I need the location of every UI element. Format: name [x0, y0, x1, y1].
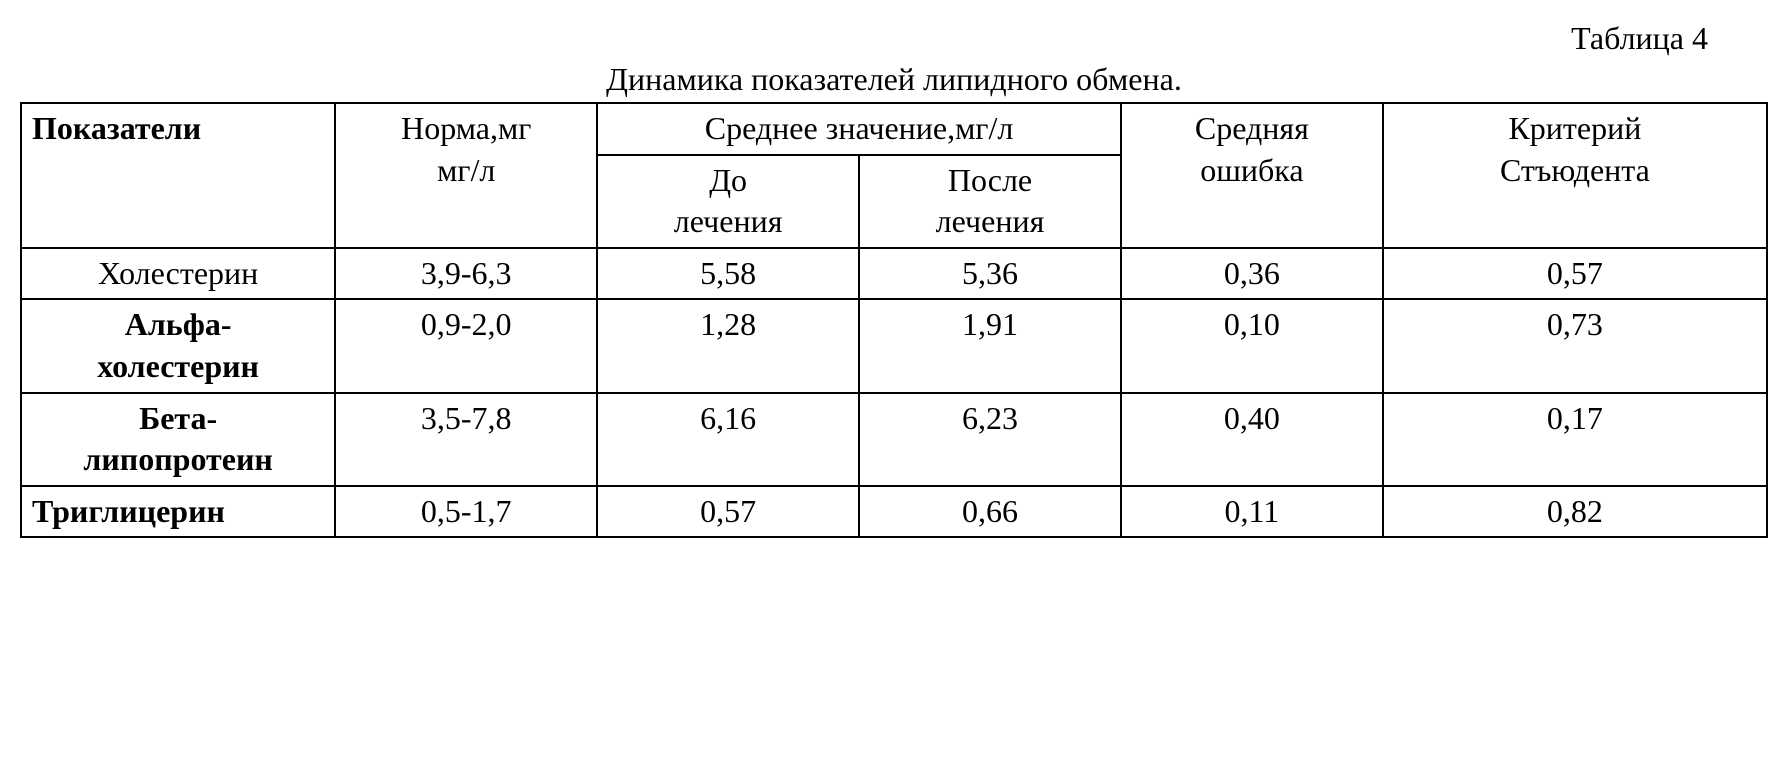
header-before-line1: До	[709, 162, 747, 198]
header-student: Критерий Стъюдента	[1383, 103, 1767, 248]
cell-student: 0,17	[1383, 393, 1767, 486]
header-error-line1: Средняя	[1195, 110, 1309, 146]
header-indicators-text: Показатели	[32, 110, 201, 146]
header-before-line2: лечения	[674, 203, 783, 239]
lipid-table: Показатели Норма,мг мг/л Среднее значени…	[20, 102, 1768, 538]
cell-indicator-line2: холестерин	[97, 348, 259, 384]
cell-after: 0,66	[859, 486, 1121, 538]
cell-norm: 0,9-2,0	[335, 299, 597, 392]
cell-error: 0,40	[1121, 393, 1383, 486]
cell-before: 6,16	[597, 393, 859, 486]
table-row: Триглицерин 0,5-1,7 0,57 0,66 0,11 0,82	[21, 486, 1767, 538]
header-before: До лечения	[597, 155, 859, 248]
cell-student: 0,57	[1383, 248, 1767, 300]
cell-indicator: Альфа- холестерин	[21, 299, 335, 392]
table-row: Альфа- холестерин 0,9-2,0 1,28 1,91 0,10…	[21, 299, 1767, 392]
header-student-line2: Стъюдента	[1500, 152, 1650, 188]
cell-error: 0,36	[1121, 248, 1383, 300]
cell-norm: 3,5-7,8	[335, 393, 597, 486]
cell-indicator: Триглицерин	[21, 486, 335, 538]
header-indicators: Показатели	[21, 103, 335, 248]
cell-norm: 3,9-6,3	[335, 248, 597, 300]
cell-indicator-line2: липопротеин	[83, 441, 272, 477]
cell-error: 0,11	[1121, 486, 1383, 538]
cell-error: 0,10	[1121, 299, 1383, 392]
cell-norm: 0,5-1,7	[335, 486, 597, 538]
cell-indicator-line1: Альфа-	[125, 306, 232, 342]
table-row: Бета- липопротеин 3,5-7,8 6,16 6,23 0,40…	[21, 393, 1767, 486]
table-title: Динамика показателей липидного обмена.	[20, 61, 1768, 98]
cell-student: 0,82	[1383, 486, 1767, 538]
cell-indicator: Бета- липопротеин	[21, 393, 335, 486]
header-error-line2: ошибка	[1200, 152, 1303, 188]
cell-indicator-line1: Бета-	[139, 400, 217, 436]
table-label: Таблица 4	[20, 20, 1768, 57]
cell-before: 0,57	[597, 486, 859, 538]
header-norm-line2: мг/л	[437, 152, 495, 188]
cell-indicator: Холестерин	[21, 248, 335, 300]
header-error: Средняя ошибка	[1121, 103, 1383, 248]
header-mean: Среднее значение,мг/л	[597, 103, 1121, 155]
header-norm: Норма,мг мг/л	[335, 103, 597, 248]
header-mean-text: Среднее значение,мг/л	[705, 110, 1014, 146]
header-after-line1: После	[948, 162, 1032, 198]
header-after-line2: лечения	[936, 203, 1045, 239]
cell-student: 0,73	[1383, 299, 1767, 392]
header-after: После лечения	[859, 155, 1121, 248]
table-container: Таблица 4 Динамика показателей липидного…	[20, 20, 1768, 538]
header-norm-line1: Норма,мг	[401, 110, 531, 146]
cell-after: 5,36	[859, 248, 1121, 300]
header-row-1: Показатели Норма,мг мг/л Среднее значени…	[21, 103, 1767, 155]
cell-before: 5,58	[597, 248, 859, 300]
header-student-line1: Критерий	[1508, 110, 1641, 146]
cell-after: 1,91	[859, 299, 1121, 392]
cell-after: 6,23	[859, 393, 1121, 486]
cell-before: 1,28	[597, 299, 859, 392]
table-row: Холестерин 3,9-6,3 5,58 5,36 0,36 0,57	[21, 248, 1767, 300]
